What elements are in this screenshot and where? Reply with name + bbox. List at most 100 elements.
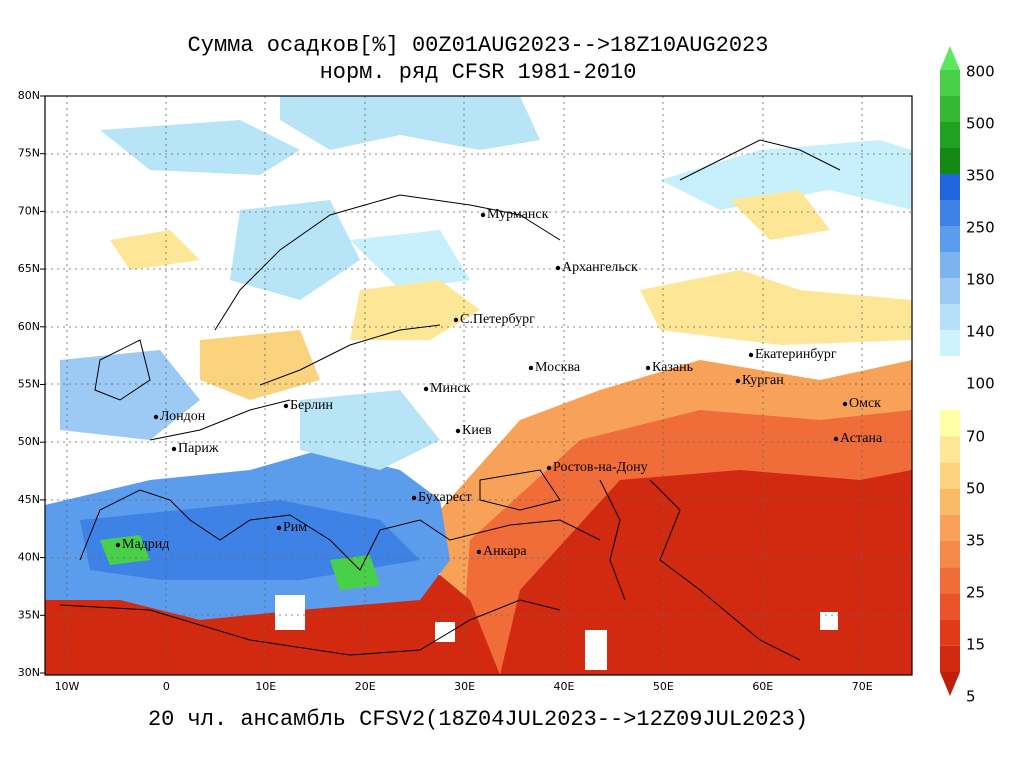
city-label: Бухарест: [418, 490, 472, 505]
city-label: Казань: [652, 360, 693, 375]
lon-label: 0: [163, 680, 170, 693]
city-label: Минск: [430, 381, 471, 396]
colorbar-segment: [940, 410, 960, 437]
colorbar-segment: [940, 304, 960, 330]
city-dot: [528, 365, 534, 371]
colorbar-label: 25: [966, 584, 985, 602]
city-label: Берлин: [290, 398, 334, 413]
colorbar-segment: [940, 593, 960, 620]
lat-label: 45N: [18, 493, 40, 506]
colorbar-segment: [940, 252, 960, 278]
city-label: Анкара: [483, 544, 527, 559]
lat-label: 35N: [18, 608, 40, 621]
colorbar-segment: [940, 462, 960, 489]
map-frame: [44, 95, 913, 676]
lat-label: 30N: [18, 666, 40, 679]
city-label: Мадрид: [122, 537, 169, 552]
colorbar-label: 50: [966, 480, 985, 498]
map-field: [45, 96, 912, 675]
city-dot: [555, 265, 561, 271]
city-label: Архангельск: [562, 260, 638, 275]
city-label: Ростов-на-Дону: [553, 460, 648, 475]
colorbar-label: 140: [966, 323, 995, 341]
city-dot: [115, 542, 121, 548]
colorbar-label: 100: [966, 375, 995, 393]
colorbar-arrow: [940, 672, 960, 696]
lon-label: 40E: [554, 680, 575, 693]
city-dot: [171, 446, 177, 452]
city-dot: [480, 212, 486, 218]
lon-label: 10E: [255, 680, 276, 693]
lon-label: 60E: [752, 680, 773, 693]
colorbar-label: 70: [966, 428, 985, 446]
city-label: Рим: [283, 520, 307, 535]
city-label: С.Петербург: [460, 312, 535, 327]
colorbar-label: 180: [966, 271, 995, 289]
city-dot: [423, 386, 429, 392]
city-label: Курган: [742, 373, 784, 388]
colorbar-segment: [940, 226, 960, 252]
colorbar-segment: [940, 278, 960, 304]
colorbar-segment: [940, 436, 960, 463]
city-dot: [455, 428, 461, 434]
colorbar-label: 5: [966, 688, 976, 706]
colorbar-label: 500: [966, 115, 995, 133]
lon-label: 30E: [454, 680, 475, 693]
colorbar-arrow: [940, 46, 960, 70]
lon-label: 50E: [653, 680, 674, 693]
city-dot: [411, 495, 417, 501]
lon-label: 70E: [852, 680, 873, 693]
colorbar-label: 800: [966, 63, 995, 81]
city-dot: [833, 436, 839, 442]
city-label: Москва: [535, 360, 581, 375]
lat-label: 80N: [18, 89, 40, 102]
city-dot: [283, 403, 289, 409]
colorbar-segment: [940, 70, 960, 96]
city-dot: [276, 525, 282, 531]
city-dot: [735, 378, 741, 384]
city-label: Лондон: [160, 409, 206, 424]
city-label: Париж: [178, 441, 219, 456]
colorbar-label: 15: [966, 636, 985, 654]
lat-label: 50N: [18, 435, 40, 448]
lat-label: 40N: [18, 551, 40, 564]
city-dot: [748, 352, 754, 358]
city-dot: [476, 549, 482, 555]
subtitle: норм. ряд CFSR 1981-2010: [320, 60, 637, 85]
colorbar-segment: [940, 122, 960, 148]
colorbar-segment: [940, 488, 960, 515]
lat-label: 65N: [18, 262, 40, 275]
colorbar-segment: [940, 330, 960, 356]
lon-label: 10W: [55, 680, 80, 693]
city-label: Мурманск: [487, 207, 549, 222]
lat-label: 60N: [18, 320, 40, 333]
colorbar-label: 250: [966, 219, 995, 237]
colorbar-segment: [940, 619, 960, 646]
city-dot: [645, 365, 651, 371]
colorbar-segment: [940, 541, 960, 568]
city-dot: [453, 317, 459, 323]
colorbar-label: 350: [966, 167, 995, 185]
city-label: Киев: [462, 423, 492, 438]
city-label: Астана: [840, 431, 883, 446]
lat-label: 70N: [18, 204, 40, 217]
colorbar-segment: [940, 200, 960, 226]
footer: 20 чл. ансамбль CFSV2(18Z04JUL2023-->12Z…: [148, 707, 808, 732]
colorbar-segment: [940, 174, 960, 200]
colorbar-segment: [940, 567, 960, 594]
city-label: Омск: [849, 396, 881, 411]
colorbar-segment: [940, 514, 960, 541]
lon-label: 20E: [355, 680, 376, 693]
lat-label: 55N: [18, 378, 40, 391]
lat-label: 75N: [18, 147, 40, 160]
colorbar-segment: [940, 148, 960, 174]
city-dot: [546, 465, 552, 471]
title: Сумма осадков[%] 00Z01AUG2023-->18Z10AUG…: [188, 33, 769, 58]
city-dot: [153, 414, 159, 420]
colorbar-label: 35: [966, 532, 985, 550]
colorbar-segment: [940, 645, 960, 672]
city-label: Екатеринбург: [755, 347, 837, 362]
city-dot: [842, 401, 848, 407]
